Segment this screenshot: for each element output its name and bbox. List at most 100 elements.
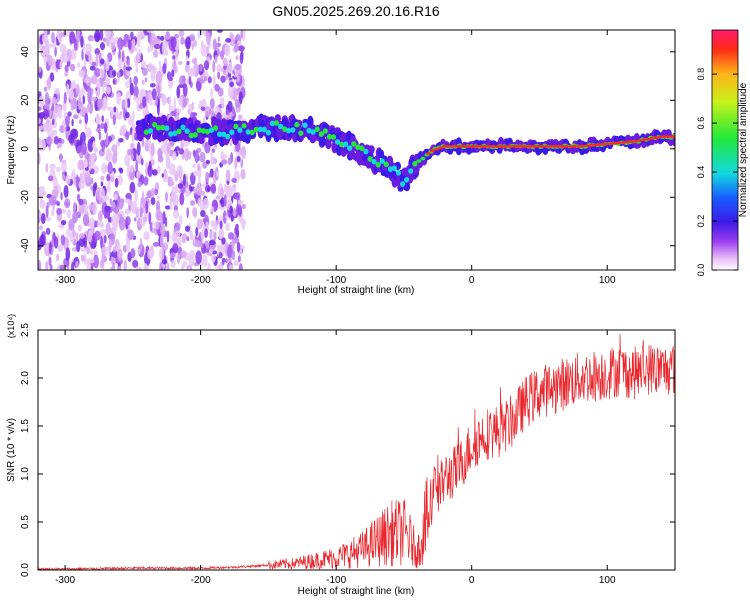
spectrogram-noise-speck	[59, 61, 63, 70]
spectrogram-noise-speck	[177, 183, 183, 189]
spectrogram-noise-speck	[101, 115, 105, 123]
spectrogram-noise-speck	[64, 198, 71, 209]
spectrogram-noise-speck	[119, 111, 123, 116]
snr-x-tick-label: 0	[469, 575, 475, 586]
spectrogram-noise-speck	[108, 238, 113, 249]
spectrogram-noise-speck	[186, 236, 190, 242]
spectrogram-noise-speck	[50, 195, 57, 206]
spectrogram-noise-speck	[207, 186, 211, 193]
spectrogram-noise-speck	[95, 128, 102, 132]
spectrogram-noise-speck	[49, 163, 56, 170]
spectrogram-noise-speck	[219, 220, 223, 230]
spectrogram-core-cell	[180, 124, 186, 131]
spectrogram-noise-speck	[238, 263, 243, 270]
spectrogram-noise-speck	[207, 262, 211, 270]
spectrogram-core-cell	[164, 125, 170, 131]
spectrogram-noise-speck	[234, 157, 238, 170]
spectrogram-noise-speck	[227, 85, 234, 99]
spectrogram-noise-speck	[220, 187, 224, 198]
spectrogram-noise-speck	[228, 61, 233, 74]
spectrogram-noise-speck	[67, 111, 72, 117]
snr-x-tick-label: -200	[191, 575, 211, 586]
spectrogram-noise-speck	[174, 146, 180, 151]
spectrogram-noise-speck	[173, 97, 177, 111]
spectrogram-core-cell	[339, 141, 345, 148]
spectrogram-peak-cell	[641, 138, 646, 142]
spectrogram-noise-speck	[56, 253, 59, 262]
spectrogram-noise-speck	[151, 187, 155, 198]
spectrogram-noise-speck	[60, 220, 67, 226]
spectrogram-noise-speck	[89, 65, 96, 71]
spectrogram-y-label: Frequency (Hz)	[6, 116, 17, 185]
spectrogram-noise-speck	[49, 72, 55, 82]
spectrogram-noise-speck	[107, 180, 111, 194]
spectrogram-peak-cell	[662, 135, 667, 139]
spectrogram-noise-speck	[164, 216, 168, 228]
snr-frame	[37, 329, 676, 571]
spectrogram-noise-speck	[238, 45, 245, 52]
spectrogram-noise-speck	[142, 95, 147, 108]
spectrogram-noise-speck	[40, 213, 46, 225]
spectrogram-noise-speck	[56, 263, 61, 270]
spectrogram-noise-speck	[157, 155, 164, 163]
spectrogram-noise-speck	[152, 241, 160, 247]
spectrogram-noise-speck	[208, 230, 215, 240]
spectrogram-noise-speck	[103, 122, 108, 134]
spectrogram-noise-speck	[193, 170, 199, 177]
spectrogram-noise-speck	[117, 266, 122, 270]
spectrogram-noise-speck	[141, 79, 145, 85]
spectrogram-noise-speck	[90, 96, 97, 102]
spectrogram-core-cell	[143, 129, 149, 135]
spectrogram-noise-speck	[158, 248, 165, 261]
spectrogram-core-cell	[265, 129, 271, 136]
spectrogram-noise-speck	[237, 114, 243, 120]
spectrogram-core-cell	[237, 127, 243, 133]
spectrogram-peak-cell	[645, 137, 651, 141]
spectrogram-noise-speck	[196, 218, 203, 230]
spectrogram-noise-speck	[130, 142, 135, 150]
spectrogram-noise-speck	[168, 181, 175, 186]
spectrogram-noise-speck	[115, 214, 119, 227]
spectrogram-noise-speck	[84, 247, 88, 253]
spectrogram-noise-speck	[112, 246, 117, 253]
snr-y-tick-label: 0.0	[20, 563, 31, 577]
spectrogram-noise-speck	[105, 207, 111, 220]
colorbar-tick-label: 0.8	[696, 68, 706, 81]
spectrogram-noise-speck	[60, 191, 63, 201]
spectrogram-noise-speck	[187, 66, 191, 78]
spectrogram-noise-speck	[228, 232, 235, 240]
spectrogram-core-cell	[257, 126, 263, 133]
spectrogram-x-tick-label: -300	[55, 275, 75, 286]
spectrogram-noise-speck	[173, 200, 177, 207]
spectrogram-noise-speck	[112, 78, 116, 85]
spectrogram-noise-speck	[52, 104, 60, 118]
spectrogram-peak-cell	[531, 144, 537, 148]
spectrogram-core-cell	[212, 125, 219, 131]
spectrogram-core-cell	[147, 128, 154, 134]
spectrogram-peak-cell	[491, 144, 496, 148]
spectrogram-noise-speck	[193, 57, 198, 66]
spectrogram-core-cell	[334, 139, 341, 145]
spectrogram-peak-cell	[438, 146, 443, 150]
spectrogram-noise-speck	[53, 136, 59, 145]
spectrogram-noise-speck	[95, 115, 101, 125]
spectrogram-peak-cell	[470, 144, 476, 148]
spectrogram-noise-speck	[237, 255, 241, 263]
spectrogram-noise-speck	[192, 207, 198, 217]
spectrogram-noise-speck	[198, 176, 201, 188]
spectrogram-noise-speck	[227, 157, 232, 166]
spectrogram-peak-cell	[499, 144, 504, 148]
spectrogram-noise-speck	[187, 190, 192, 196]
spectrogram-noise-speck	[63, 91, 67, 104]
spectrogram-noise-speck	[84, 112, 89, 125]
spectrogram-noise-speck	[73, 137, 77, 147]
spectrogram-noise-speck	[200, 44, 208, 57]
spectrogram-noise-speck	[76, 62, 81, 68]
spectrogram-noise-speck	[175, 230, 181, 238]
spectrogram-noise-speck	[137, 181, 142, 188]
spectrogram-band-cell	[155, 116, 162, 124]
spectrogram-peak-cell	[503, 144, 508, 148]
spectrogram-noise-speck	[219, 97, 223, 105]
spectrogram-noise-speck	[84, 171, 91, 184]
spectrogram-noise-speck	[140, 90, 147, 97]
